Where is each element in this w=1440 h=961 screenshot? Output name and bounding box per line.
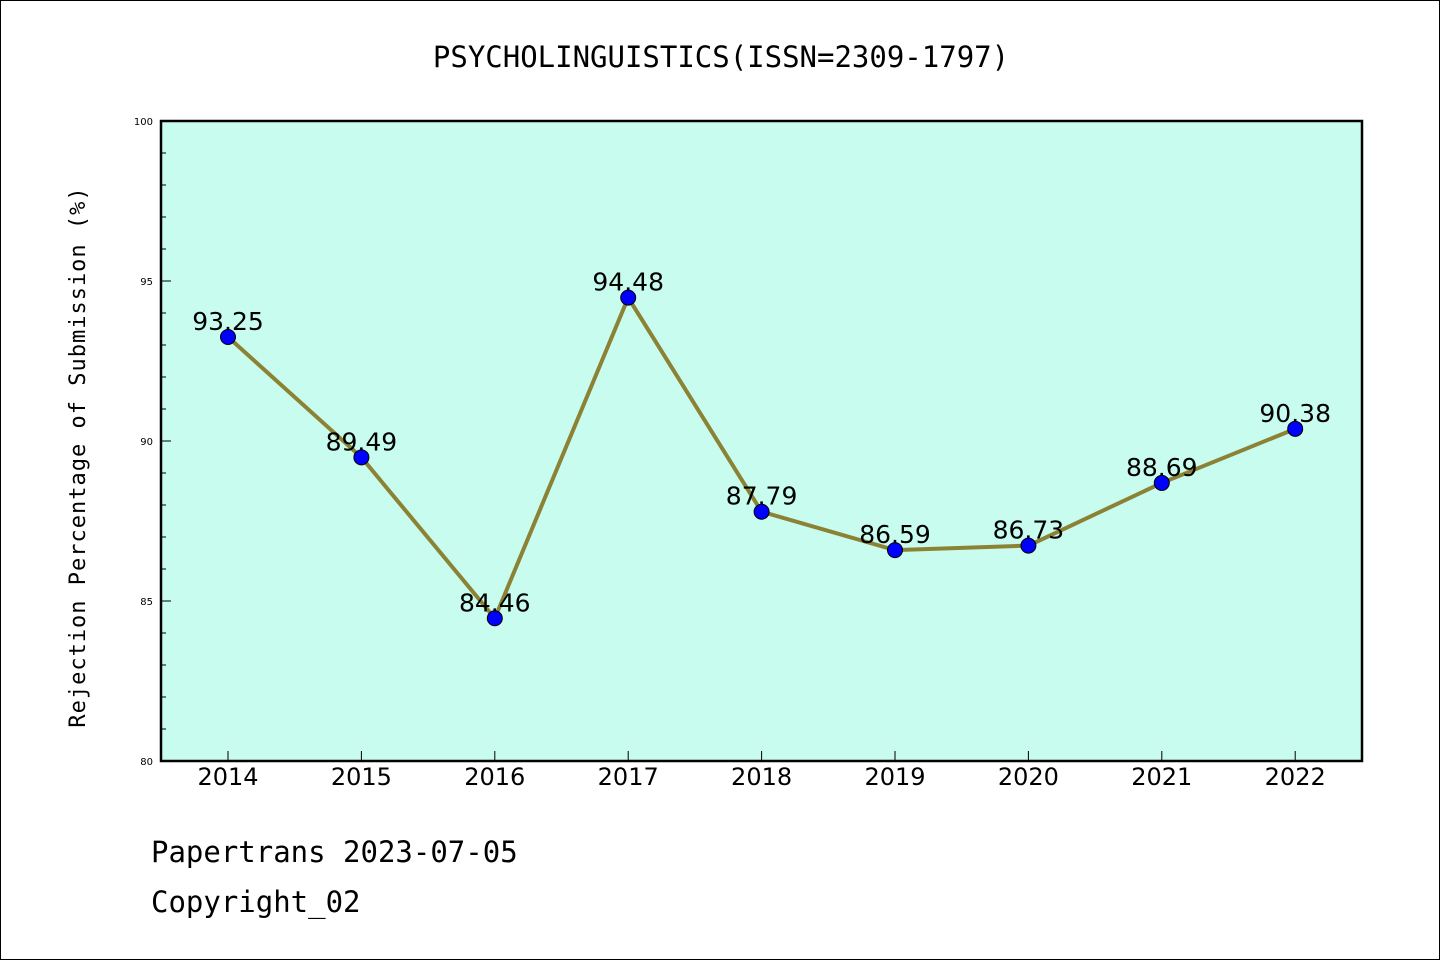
data-point [1153,474,1170,491]
data-point [620,289,637,306]
data-point [1020,537,1037,554]
data-label: 87.79 [726,482,798,511]
data-label: 88.69 [1126,453,1198,482]
x-tick-label: 2019 [864,763,925,791]
data-label: 94.48 [592,268,664,297]
x-tick-label: 2016 [464,763,525,791]
data-label: 90.38 [1259,399,1331,428]
chart-title: PSYCHOLINGUISTICS(ISSN=2309-1797) [433,40,1009,74]
series-layer: 93.25 89.49 84.46 94.48 87.79 86.59 86.73 88.69… [192,268,1331,627]
data-point [887,542,903,559]
axis-ticks: 80 85 90 95 100 2014 2015 2016 2017 2018 2019 2020 2… [134,117,1326,791]
footer-copyright: Copyright_02 [151,885,361,919]
data-label: 84.46 [459,588,531,617]
data-point [220,329,236,345]
data-point [1287,420,1304,437]
x-tick-label: 2014 [197,763,258,791]
data-label: 89.49 [326,427,398,456]
y-tick-label: 85 [140,597,153,608]
data-point [753,503,770,520]
data-label: 93.25 [192,307,264,336]
y-tick-label: 100 [134,117,153,128]
y-tick-label: 95 [140,277,153,288]
plot-area [161,121,1362,761]
x-tick-label: 2015 [331,763,392,791]
y-axis-label: Rejection Percentage of Submission (%) [66,186,91,727]
x-tick-label: 2017 [598,763,659,791]
data-label: 86.73 [993,516,1065,545]
data-point [486,610,503,627]
y-tick-label: 80 [140,757,153,768]
data-label: 86.59 [859,520,931,549]
x-tick-label: 2022 [1265,763,1326,791]
x-tick-label: 2018 [731,763,792,791]
x-tick-label: 2021 [1131,763,1192,791]
y-tick-label: 90 [140,437,153,448]
footer-date: Papertrans 2023-07-05 [151,835,518,869]
data-point [353,449,370,466]
x-tick-label: 2020 [998,763,1059,791]
plot-frame [159,119,1364,763]
